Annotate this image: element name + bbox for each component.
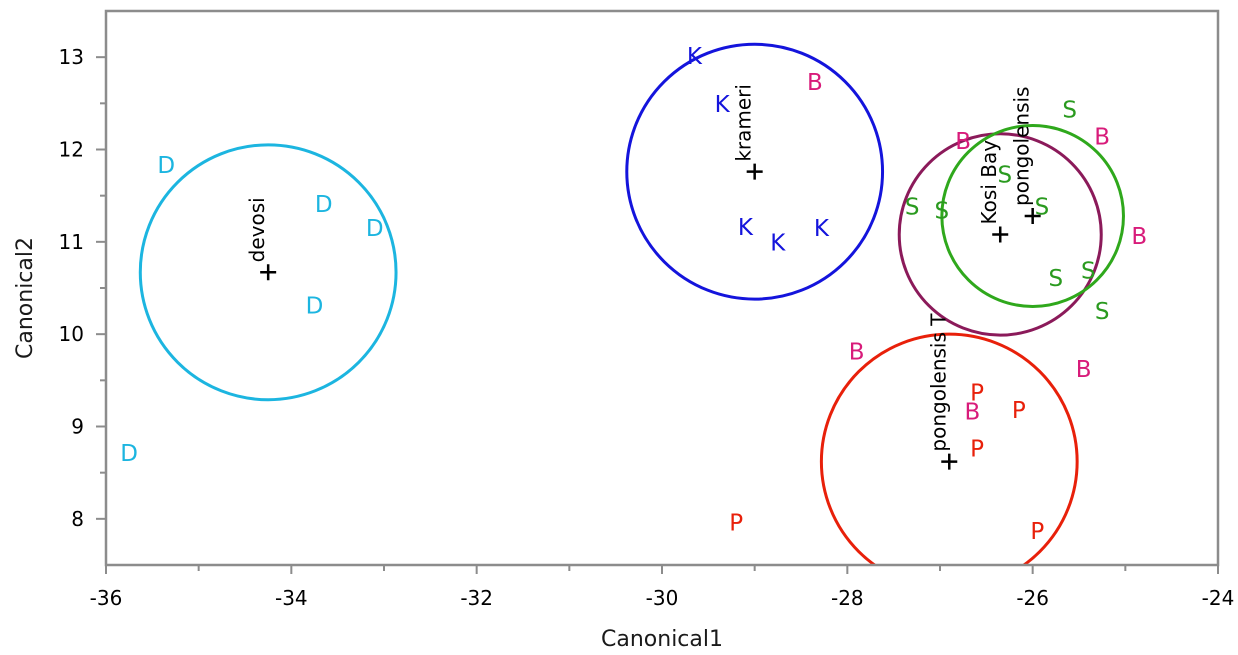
- point-k: K: [715, 92, 731, 118]
- y-tick-label: 8: [71, 507, 84, 531]
- point-d: D: [306, 293, 324, 319]
- centroid-label-b: Kosi Bay: [977, 140, 1001, 225]
- point-d: D: [120, 441, 138, 467]
- x-tick-label: -24: [1202, 586, 1235, 610]
- point-s: S: [1095, 299, 1110, 325]
- circle-p: [819, 332, 1079, 565]
- point-k: K: [770, 231, 786, 257]
- centroid-marker-k: [746, 163, 763, 180]
- circle-s: [940, 123, 1125, 308]
- point-b: B: [1094, 124, 1110, 150]
- centroid-marker-b: [992, 226, 1009, 243]
- centroid-marker-p: [941, 453, 958, 470]
- centroid-marker-s: [1024, 207, 1041, 224]
- y-tick-label: 11: [59, 230, 84, 254]
- centroid-marker-d: [260, 264, 277, 281]
- point-s: S: [935, 198, 950, 224]
- y-tick-label: 10: [59, 322, 84, 346]
- x-tick-label: -36: [90, 586, 123, 610]
- x-tick-label: -30: [646, 586, 679, 610]
- point-b: B: [807, 70, 823, 96]
- y-tick-label: 9: [71, 415, 84, 439]
- point-b: B: [1076, 357, 1092, 383]
- point-k: K: [814, 216, 830, 242]
- circle-k: [625, 42, 885, 301]
- point-p: P: [1030, 519, 1044, 545]
- point-s: S: [1081, 258, 1096, 284]
- point-b: B: [955, 129, 971, 155]
- point-k: K: [687, 44, 703, 70]
- y-tick-label: 12: [59, 138, 84, 162]
- circle-d: [138, 143, 398, 402]
- x-tick-label: -26: [1016, 586, 1049, 610]
- point-p: P: [729, 510, 743, 536]
- centroid-label-s: pongolensis: [1010, 86, 1034, 205]
- x-tick-label: -32: [460, 586, 493, 610]
- point-b: B: [1131, 224, 1147, 250]
- point-b: B: [965, 400, 981, 426]
- point-b: B: [849, 340, 865, 366]
- point-d: D: [366, 216, 384, 242]
- confidence-circles: [138, 42, 1125, 565]
- point-p: P: [1012, 398, 1026, 424]
- centroids: devosi krameri Kosi Bay pongolensis pongolen…: [245, 84, 1041, 470]
- point-s: S: [998, 162, 1013, 188]
- y-axis-title: Canonical2: [13, 237, 38, 359]
- point-s: S: [1062, 98, 1077, 124]
- x-tick-label: -28: [831, 586, 864, 610]
- point-k: K: [738, 215, 754, 241]
- circle-b: [897, 132, 1103, 337]
- point-s: S: [905, 195, 920, 221]
- x-tick-label: -34: [275, 586, 308, 610]
- centroid-label-d: devosi: [245, 197, 269, 262]
- point-s: S: [1035, 195, 1050, 221]
- point-p: P: [970, 437, 984, 463]
- point-p: P: [970, 380, 984, 406]
- point-d: D: [315, 192, 333, 218]
- centroid-label-p: pongolensis T: [926, 313, 950, 452]
- y-tick-label: 13: [59, 45, 84, 69]
- x-axis-title: Canonical1: [601, 627, 723, 652]
- centroid-label-k: krameri: [732, 84, 756, 162]
- point-s: S: [1049, 266, 1064, 292]
- axes: -36 -34 -32 -30 -28 -26 -24 8 9 10 11 12 13: [59, 45, 1235, 610]
- point-d: D: [157, 153, 175, 179]
